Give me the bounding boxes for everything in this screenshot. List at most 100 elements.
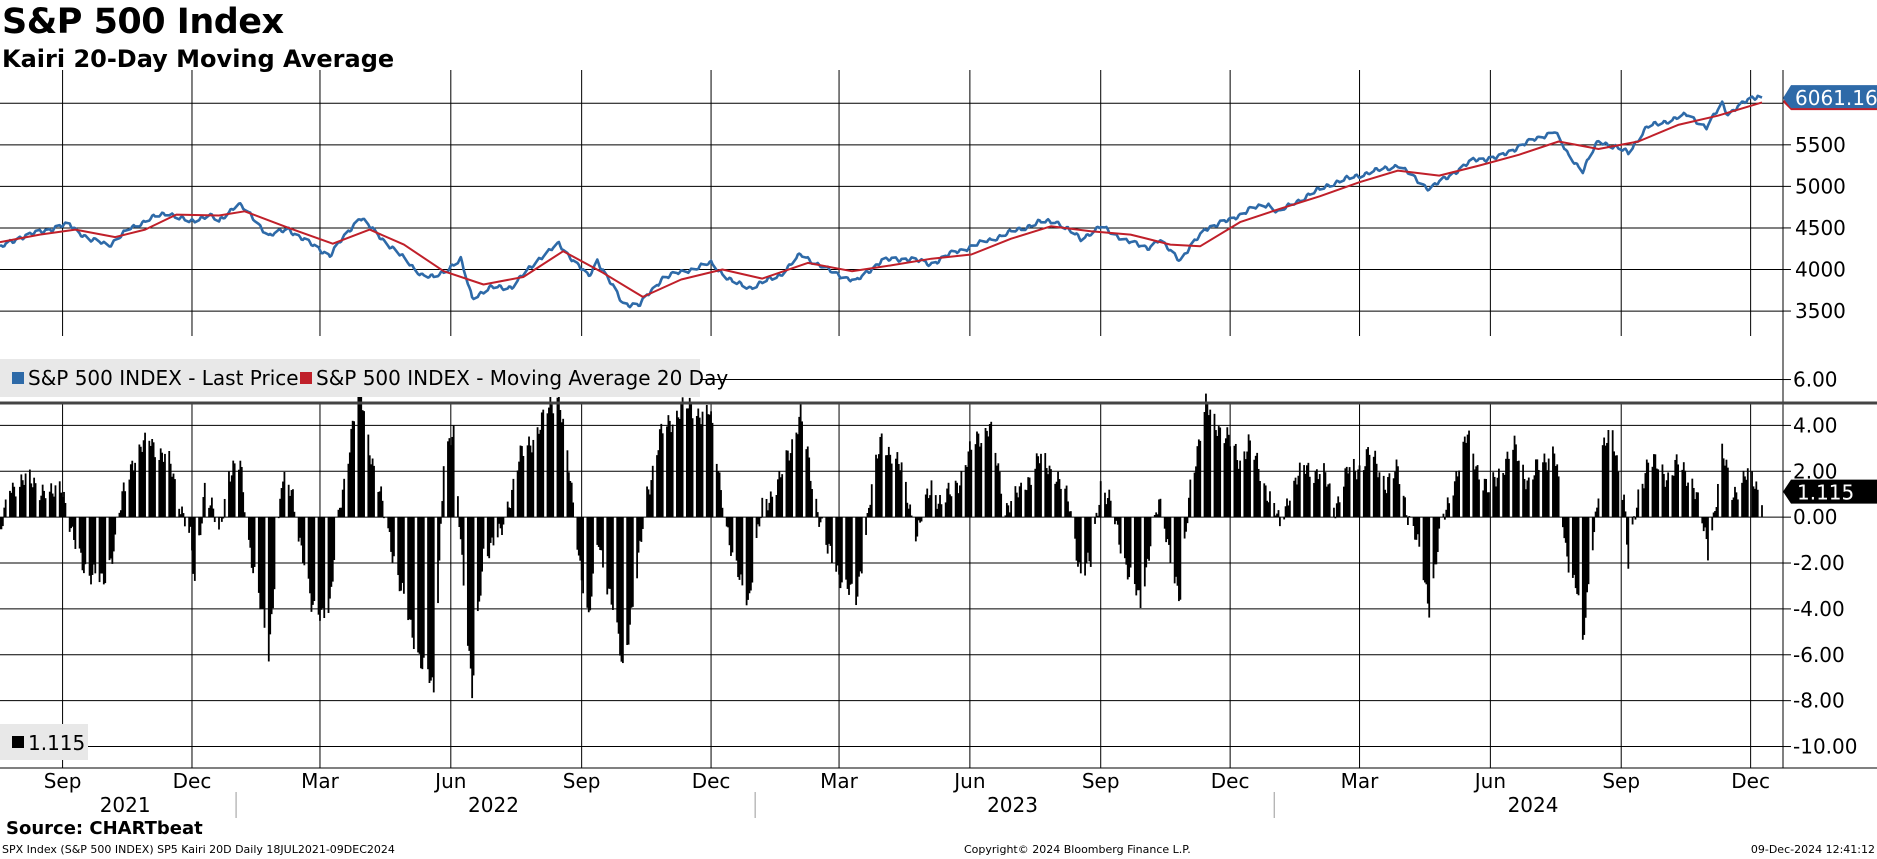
kairi-bar: [94, 517, 97, 574]
kairi-bar: [960, 470, 963, 518]
kairi-bar: [1425, 517, 1428, 585]
kairi-bar: [1641, 483, 1644, 518]
bottom-ytick-label: 4.00: [1793, 413, 1838, 437]
kairi-bar: [391, 517, 394, 563]
kairi-bar: [1705, 517, 1708, 540]
kairi-bar: [1189, 479, 1192, 518]
kairi-bar: [1095, 512, 1098, 518]
kairi-bar: [609, 517, 611, 589]
bottom-ytick-label: -8.00: [1793, 689, 1845, 713]
kairi-bar: [1327, 484, 1330, 518]
kairi-bar: [1492, 472, 1495, 518]
kairi-bar: [1074, 517, 1077, 539]
kairi-bar: [479, 517, 482, 596]
kairi-bar: [1215, 430, 1217, 518]
kairi-bar: [1637, 489, 1640, 518]
kairi-bar: [906, 502, 909, 518]
kairi-bar: [877, 454, 880, 518]
kairi-bar: [1233, 445, 1236, 518]
kairi-bar: [381, 500, 384, 518]
kairi-bar: [610, 517, 613, 605]
bottom-ytick-label: 0.00: [1793, 505, 1838, 529]
kairi-bar: [1562, 517, 1564, 528]
year-label: 2021: [100, 793, 151, 817]
kairi-bar: [1643, 488, 1645, 518]
kairi-bar: [1226, 427, 1229, 518]
kairi-bar: [390, 517, 392, 552]
kairi-bar: [1234, 443, 1237, 518]
kairi-bar: [222, 517, 225, 519]
kairi-bar: [781, 474, 784, 518]
kairi-bar: [1207, 415, 1210, 518]
kairi-bar: [1623, 494, 1625, 518]
kairi-bar: [1279, 517, 1281, 527]
kairi-bar: [957, 493, 960, 518]
kairi-bar: [1571, 517, 1574, 578]
kairi-bar: [1298, 462, 1301, 518]
kairi-bar: [511, 489, 513, 518]
kairi-bar: [649, 494, 651, 518]
kairi-bar: [1355, 479, 1358, 518]
kairi-bar: [242, 492, 245, 518]
kairi-bar: [1108, 489, 1111, 518]
kairi-bar: [299, 517, 301, 538]
top-panel-grid: [0, 70, 1783, 336]
kairi-bar: [976, 431, 978, 518]
kairi-last-tag: [1783, 479, 1877, 504]
kairi-bar: [687, 408, 690, 518]
kairi-bar: [1007, 505, 1010, 518]
kairi-bar: [1557, 476, 1560, 518]
kairi-bar: [1465, 442, 1468, 518]
kairi-bar: [705, 404, 708, 518]
kairi-bar: [1354, 470, 1357, 518]
kairi-bar: [1455, 471, 1458, 518]
kairi-bar: [636, 517, 639, 579]
kairi-bar: [1625, 517, 1628, 545]
kairi-bar: [1655, 468, 1658, 518]
kairi-bar: [730, 517, 732, 556]
kairi-bar: [1662, 473, 1665, 518]
kairi-bar: [61, 496, 64, 518]
kairi-bar: [626, 517, 629, 645]
kairi-bar: [40, 495, 43, 518]
kairi-bar: [1681, 469, 1684, 518]
kairi-bar: [676, 410, 678, 518]
kairi-bar: [368, 455, 371, 518]
kairi-bar: [1485, 478, 1488, 518]
kairi-bar: [1418, 517, 1421, 547]
kairi-bar: [831, 517, 833, 563]
kairi-bar: [821, 517, 823, 519]
kairi-bar: [78, 517, 81, 549]
kairi-bar: [602, 517, 604, 568]
kairi-bar: [1752, 486, 1755, 518]
kairi-bar: [612, 517, 614, 610]
kairi-bar: [313, 517, 316, 601]
kairi-bar: [586, 517, 589, 608]
kairi-bar: [303, 517, 306, 566]
kairi-bar: [1611, 430, 1614, 518]
kairi-bar: [492, 517, 495, 546]
kairi-bar: [468, 517, 471, 651]
kairi-bar: [111, 517, 114, 564]
kairi-bar: [154, 457, 156, 518]
kairi-bar: [924, 494, 927, 518]
kairi-bar: [530, 452, 533, 518]
kairi-bar: [858, 517, 860, 577]
kairi-bar: [1020, 482, 1022, 518]
month-label: Sep: [44, 769, 82, 793]
kairi-bar: [680, 402, 683, 518]
kairi-bar: [1205, 393, 1207, 518]
kairi-bar: [199, 517, 202, 536]
kairi-bar: [1522, 464, 1524, 518]
kairi-bar: [1044, 453, 1047, 518]
kairi-bar: [158, 460, 161, 518]
kairi-bar: [1597, 498, 1600, 518]
kairi-bar: [1084, 517, 1086, 576]
kairi-bar: [600, 517, 603, 551]
kairi-bar: [1722, 458, 1725, 518]
kairi-bar: [370, 464, 373, 518]
kairi-bar: [1533, 475, 1536, 518]
kairi-bar: [627, 517, 630, 645]
kairi-bar: [1432, 517, 1435, 579]
kairi-bar: [159, 448, 162, 518]
